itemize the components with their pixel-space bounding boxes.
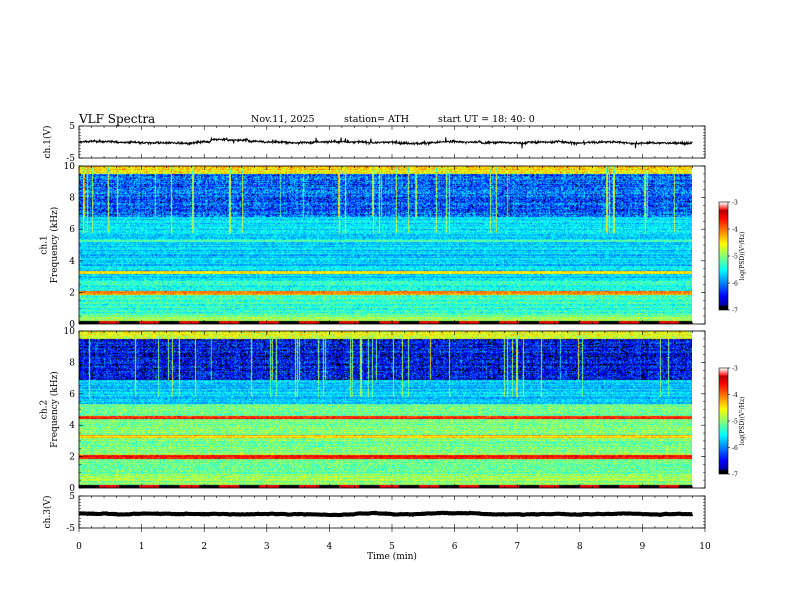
colorbar-1-label: log(PSD)(V²/Hz): [739, 232, 746, 281]
x-tick-label: 9: [640, 542, 646, 552]
colorbar-1: [719, 202, 728, 310]
ch3-voltage-y-tick: 5: [69, 492, 75, 502]
ch2-spectrogram-y-tick: 0: [69, 484, 75, 494]
x-tick-label: 0: [76, 542, 82, 552]
ch1-spectrogram-y-tick: 6: [69, 225, 75, 235]
x-tick-label: 5: [389, 542, 395, 552]
x-tick-label: 4: [327, 542, 333, 552]
ch1-spectrogram-y-tick: 8: [69, 194, 75, 204]
x-tick-label: 2: [201, 542, 207, 552]
ch1-spectrogram-y-tick: 4: [69, 257, 75, 267]
ch1-spectrogram-y-label: ch.1Frequency (kHz): [39, 207, 59, 284]
colorbar-2: [719, 368, 728, 474]
x-tick-label: 7: [514, 542, 520, 552]
colorbar-1-tick: -5: [732, 254, 738, 261]
x-tick-label: 10: [699, 542, 711, 552]
colorbar-1-tick: -6: [732, 281, 738, 288]
colorbar-2-tick: -3: [732, 366, 738, 373]
ch3-voltage-y-label: ch.3(V): [42, 496, 53, 529]
colorbar-1-tick: -7: [732, 308, 738, 315]
ch2-spectrogram-y-tick: 6: [69, 390, 75, 400]
x-tick-label: 6: [452, 542, 458, 552]
station-label: station= ATH: [344, 114, 409, 125]
colorbar-2-tick: -5: [732, 419, 738, 426]
colorbar-2-label: log(PSD)(V²/Hz): [739, 397, 746, 446]
ch1-spectrogram-image: [79, 166, 692, 324]
ch3-voltage-y-tick: -5: [66, 524, 75, 534]
ch1-spectrogram-y-tick: 2: [69, 288, 75, 298]
start-time-label: start UT = 18: 40: 0: [438, 114, 535, 125]
colorbar-1-tick: -3: [732, 200, 738, 207]
ch2-spectrogram-y-tick: 10: [64, 327, 76, 337]
x-axis-label: Time (min): [367, 551, 417, 562]
ch1-spectrogram-y-tick: 0: [69, 320, 75, 330]
ch1-voltage-y-tick: -5: [66, 154, 75, 164]
ch2-spectrogram-y-tick: 8: [69, 358, 75, 368]
x-tick-label: 1: [139, 542, 145, 552]
colorbar-1-tick: -4: [732, 227, 738, 234]
colorbar-2-tick: -4: [732, 392, 738, 399]
ch2-spectrogram-y-tick: 2: [69, 453, 75, 463]
ch1-voltage-y-tick: 5: [69, 122, 75, 132]
ch2-spectrogram-image: [79, 331, 692, 488]
ch1-spectrogram-y-tick: 10: [64, 162, 76, 172]
ch1-voltage-y-label: ch.1(V): [42, 126, 53, 159]
ch3-voltage-series-line: [78, 510, 694, 518]
x-tick-label: 3: [264, 542, 270, 552]
ch2-spectrogram-y-tick: 4: [69, 421, 75, 431]
colorbar-2-tick: -7: [732, 472, 738, 479]
colorbar-2-tick: -6: [732, 445, 738, 452]
ch1-voltage-series-line: [78, 136, 693, 149]
date-label: Nov.11, 2025: [251, 114, 315, 125]
figure-title: VLF Spectra: [79, 112, 156, 126]
ch2-spectrogram-y-label: ch.2Frequency (kHz): [39, 371, 59, 448]
x-tick-label: 8: [577, 542, 583, 552]
